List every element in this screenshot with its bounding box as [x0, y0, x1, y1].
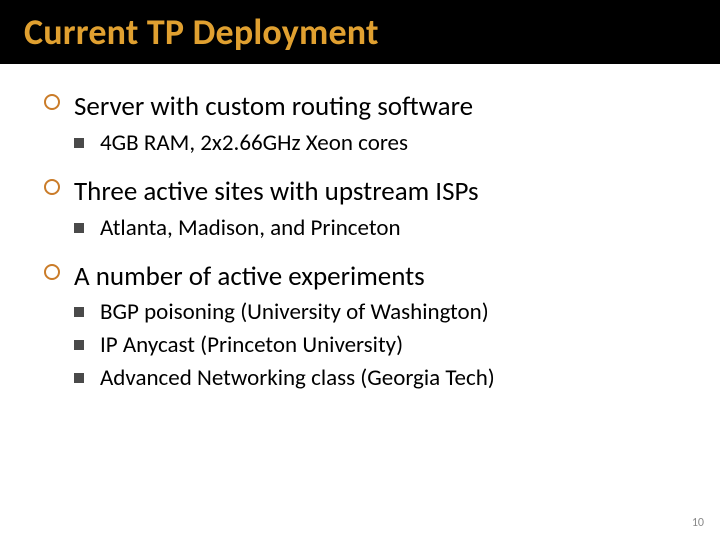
- sub-list: BGP poisoning (University of Washington)…: [74, 297, 700, 394]
- sub-bullet-text: Atlanta, Madison, and Princeton: [100, 214, 401, 242]
- square-bullet-icon: [74, 307, 84, 317]
- bullet-text: Three active sites with upstream ISPs: [74, 175, 479, 208]
- page-number: 10: [692, 516, 704, 530]
- square-bullet-icon: [74, 340, 84, 350]
- circle-bullet-icon: [44, 94, 60, 110]
- content-area: Server with custom routing software 4GB …: [0, 64, 720, 394]
- sub-bullet-item: IP Anycast (Princeton University): [74, 330, 700, 361]
- sub-list: Atlanta, Madison, and Princeton: [74, 213, 700, 244]
- bullet-item: A number of active experiments: [44, 260, 700, 294]
- sub-bullet-item: BGP poisoning (University of Washington): [74, 297, 700, 328]
- bullet-text: A number of active experiments: [74, 260, 425, 293]
- bullet-text: Server with custom routing software: [74, 90, 473, 123]
- sub-bullet-text: IP Anycast (Princeton University): [100, 331, 403, 359]
- square-bullet-icon: [74, 373, 84, 383]
- sub-list: 4GB RAM, 2x2.66GHz Xeon cores: [74, 128, 700, 159]
- circle-bullet-icon: [44, 264, 60, 280]
- bullet-item: Server with custom routing software: [44, 90, 700, 124]
- square-bullet-icon: [74, 223, 84, 233]
- sub-bullet-text: BGP poisoning (University of Washington): [100, 298, 489, 326]
- sub-bullet-text: Advanced Networking class (Georgia Tech): [100, 364, 495, 392]
- sub-bullet-text: 4GB RAM, 2x2.66GHz Xeon cores: [100, 129, 408, 157]
- sub-bullet-item: Atlanta, Madison, and Princeton: [74, 213, 700, 244]
- bullet-item: Three active sites with upstream ISPs: [44, 175, 700, 209]
- title-bar: Current TP Deployment: [0, 0, 720, 62]
- square-bullet-icon: [74, 138, 84, 148]
- sub-bullet-item: Advanced Networking class (Georgia Tech): [74, 363, 700, 394]
- sub-bullet-item: 4GB RAM, 2x2.66GHz Xeon cores: [74, 128, 700, 159]
- circle-bullet-icon: [44, 179, 60, 195]
- slide-title: Current TP Deployment: [24, 10, 720, 54]
